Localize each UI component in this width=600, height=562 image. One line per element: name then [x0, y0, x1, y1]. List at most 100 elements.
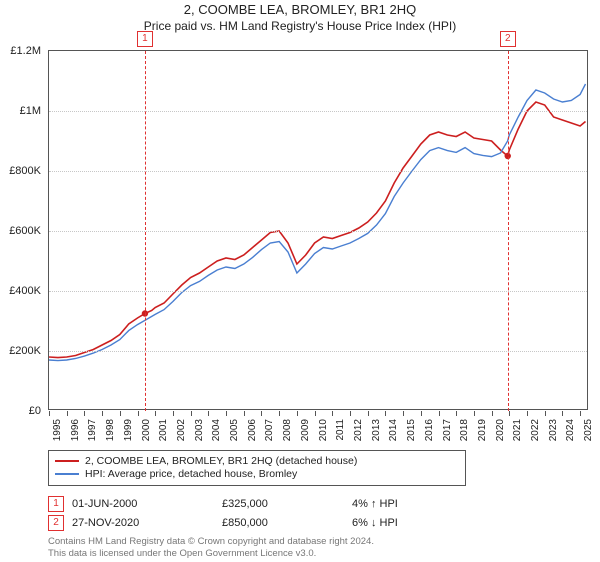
x-tick	[332, 411, 333, 416]
sale-price: £850,000	[222, 517, 352, 529]
legend-label: HPI: Average price, detached house, Brom…	[85, 468, 297, 480]
x-axis-label: 2011	[335, 419, 346, 441]
gridline	[49, 351, 587, 352]
chart-area: £0£200K£400K£600K£800K£1M£1.2M1995199619…	[48, 50, 588, 410]
x-axis-label: 2012	[353, 419, 364, 441]
attribution: Contains HM Land Registry data © Crown c…	[48, 536, 374, 559]
x-tick	[385, 411, 386, 416]
x-tick	[173, 411, 174, 416]
x-axis-label: 1998	[105, 419, 116, 441]
x-tick	[492, 411, 493, 416]
x-axis-label: 2005	[229, 419, 240, 441]
x-axis-label: 2004	[211, 419, 222, 441]
x-tick	[226, 411, 227, 416]
x-tick	[49, 411, 50, 416]
series-line	[49, 84, 586, 361]
gridline	[49, 171, 587, 172]
x-tick	[191, 411, 192, 416]
x-tick	[120, 411, 121, 416]
legend-item: HPI: Average price, detached house, Brom…	[55, 468, 459, 480]
x-axis-label: 2024	[565, 419, 576, 441]
x-tick	[421, 411, 422, 416]
legend-swatch	[55, 460, 79, 462]
x-tick	[244, 411, 245, 416]
legend: 2, COOMBE LEA, BROMLEY, BR1 2HQ (detache…	[48, 450, 466, 486]
attribution-line: Contains HM Land Registry data © Crown c…	[48, 536, 374, 547]
x-axis-label: 1996	[70, 419, 81, 441]
y-axis-label: £200K	[0, 345, 41, 357]
sale-date: 01-JUN-2000	[72, 498, 222, 510]
x-axis-label: 2017	[442, 419, 453, 441]
sale-diff: 6% ↓ HPI	[352, 517, 472, 529]
sale-row: 1 01-JUN-2000 £325,000 4% ↑ HPI	[48, 494, 568, 513]
x-tick	[456, 411, 457, 416]
x-tick	[208, 411, 209, 416]
x-axis-label: 2001	[158, 419, 169, 441]
x-axis-label: 2008	[282, 419, 293, 441]
sale-diff: 4% ↑ HPI	[352, 498, 472, 510]
x-axis-label: 1995	[52, 419, 63, 441]
x-tick	[368, 411, 369, 416]
x-tick	[315, 411, 316, 416]
x-axis-label: 2000	[141, 419, 152, 441]
event-marker-line	[508, 51, 509, 411]
x-axis-label: 2014	[388, 419, 399, 441]
legend-swatch	[55, 473, 79, 475]
x-tick	[403, 411, 404, 416]
x-tick	[562, 411, 563, 416]
x-tick	[580, 411, 581, 416]
x-tick	[279, 411, 280, 416]
x-tick	[439, 411, 440, 416]
x-tick	[545, 411, 546, 416]
x-axis-label: 2002	[176, 419, 187, 441]
x-axis-label: 2020	[495, 419, 506, 441]
legend-item: 2, COOMBE LEA, BROMLEY, BR1 2HQ (detache…	[55, 455, 459, 467]
x-axis-label: 2003	[194, 419, 205, 441]
sale-tag: 2	[48, 515, 64, 531]
x-axis-label: 2018	[459, 419, 470, 441]
x-tick	[527, 411, 528, 416]
attribution-line: This data is licensed under the Open Gov…	[48, 548, 374, 559]
event-marker-line	[145, 51, 146, 411]
sale-table: 1 01-JUN-2000 £325,000 4% ↑ HPI 2 27-NOV…	[48, 494, 568, 532]
x-tick	[509, 411, 510, 416]
y-axis-label: £1M	[0, 105, 41, 117]
x-axis-label: 2006	[247, 419, 258, 441]
x-tick	[297, 411, 298, 416]
x-axis-label: 2009	[300, 419, 311, 441]
y-axis-label: £400K	[0, 285, 41, 297]
series-line	[49, 102, 586, 358]
x-axis-label: 2016	[424, 419, 435, 441]
sale-tag: 1	[48, 496, 64, 512]
gridline	[49, 291, 587, 292]
x-axis-label: 2022	[530, 419, 541, 441]
x-tick	[350, 411, 351, 416]
x-tick	[102, 411, 103, 416]
sale-date: 27-NOV-2020	[72, 517, 222, 529]
chart-title: 2, COOMBE LEA, BROMLEY, BR1 2HQ	[0, 2, 600, 17]
x-tick	[261, 411, 262, 416]
event-tag: 1	[137, 31, 153, 47]
x-axis-label: 2010	[318, 419, 329, 441]
plot-region: £0£200K£400K£600K£800K£1M£1.2M1995199619…	[48, 50, 588, 410]
gridline	[49, 231, 587, 232]
x-axis-label: 2021	[512, 419, 523, 441]
x-tick	[84, 411, 85, 416]
x-tick	[155, 411, 156, 416]
y-axis-label: £1.2M	[0, 45, 41, 57]
x-axis-label: 2025	[583, 419, 594, 441]
figure: 2, COOMBE LEA, BROMLEY, BR1 2HQ Price pa…	[0, 2, 600, 562]
y-axis-label: £600K	[0, 225, 41, 237]
sale-price: £325,000	[222, 498, 352, 510]
x-tick	[67, 411, 68, 416]
x-axis-label: 2013	[371, 419, 382, 441]
y-axis-label: £0	[0, 405, 41, 417]
x-axis-label: 2019	[477, 419, 488, 441]
x-tick	[474, 411, 475, 416]
x-axis-label: 1997	[87, 419, 98, 441]
x-axis-label: 1999	[123, 419, 134, 441]
event-tag: 2	[500, 31, 516, 47]
x-tick	[138, 411, 139, 416]
gridline	[49, 111, 587, 112]
legend-label: 2, COOMBE LEA, BROMLEY, BR1 2HQ (detache…	[85, 455, 357, 467]
